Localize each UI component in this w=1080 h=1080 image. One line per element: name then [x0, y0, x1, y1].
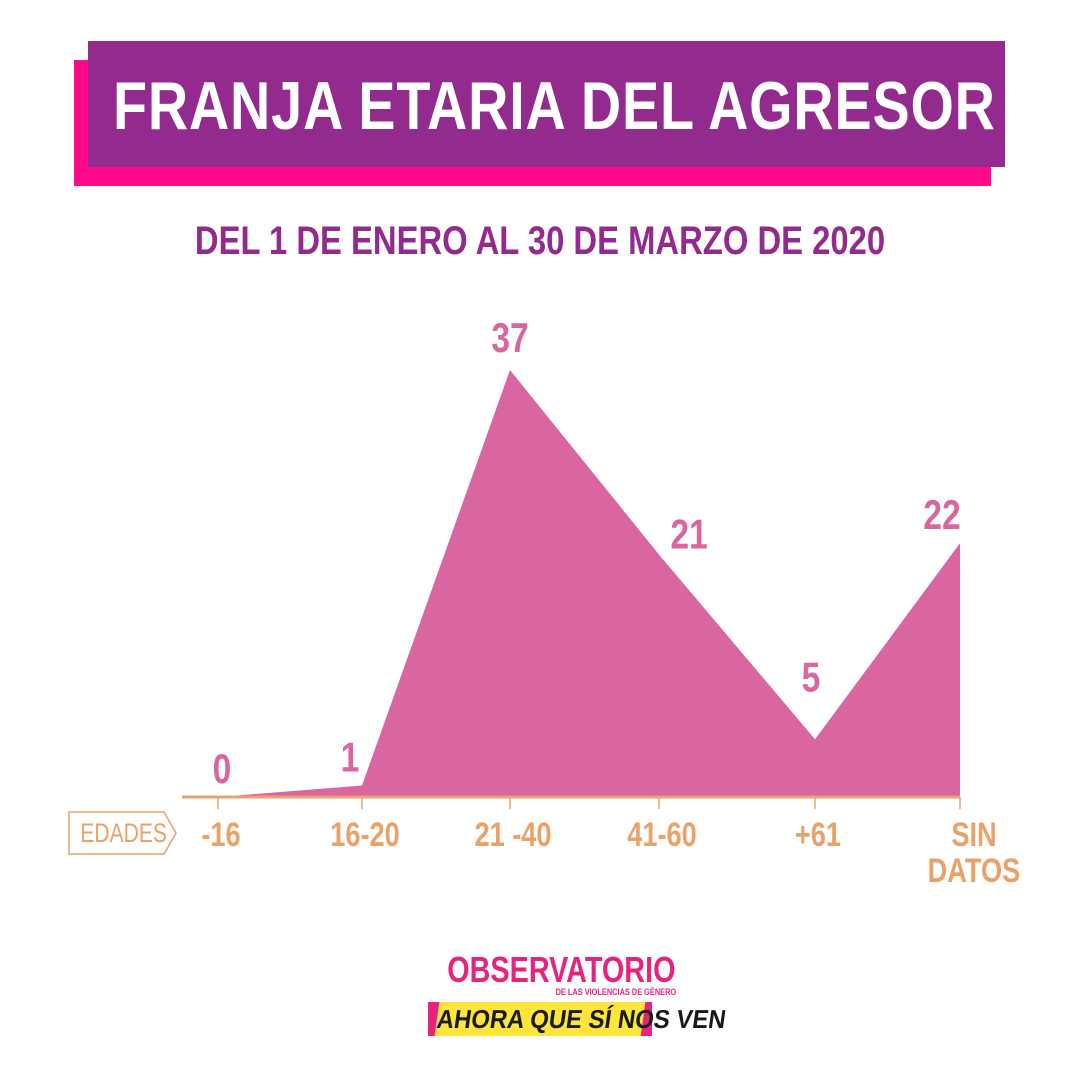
title-banner	[88, 41, 1005, 167]
chart-subtitle: DEL 1 DE ENERO AL 30 DE MARZO DE 2020	[194, 219, 886, 263]
value-label: 0	[213, 747, 232, 793]
logo-bottom-text: AHORA QUE SÍ NOS VEN	[434, 1002, 728, 1036]
logo-main-text: OBSERVATORIO	[447, 949, 676, 990]
value-label: 1	[341, 735, 360, 781]
x-tick-label: SIN DATOS	[928, 815, 1021, 890]
x-axis-label: EDADES	[80, 818, 167, 848]
x-tick-label: 21 -40	[474, 815, 551, 854]
value-label: 5	[802, 655, 821, 701]
area-series	[218, 370, 960, 797]
area-layer	[218, 370, 960, 797]
logo-sub-text: DE LAS VIOLENCIAS DE GÉNERO	[555, 987, 677, 997]
x-axis	[182, 795, 961, 809]
x-tick-labels: -16 16-20 21 -40 41-60 +61 SIN DATOS	[201, 815, 1020, 890]
value-label: 21	[670, 512, 707, 558]
value-label: 37	[491, 316, 528, 362]
x-tick-label: -16	[201, 815, 240, 854]
value-labels: 0 1 37 21 5 22	[213, 316, 961, 793]
x-tick-label: 16-20	[330, 815, 400, 854]
axis-tag-outline	[68, 811, 177, 855]
x-tick-label: +61	[795, 815, 841, 854]
value-label: 22	[923, 493, 960, 539]
x-tick-label: 41-60	[627, 815, 697, 854]
observatorio-logo: OBSERVATORIO DE LAS VIOLENCIAS DE GÉNERO…	[424, 949, 728, 1044]
